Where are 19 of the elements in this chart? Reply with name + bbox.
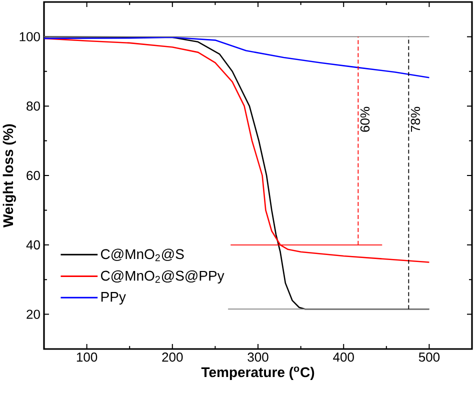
x-tick-label: 300 <box>248 352 268 362</box>
legend-label: C@MnO$_{2}$@S <box>100 248 184 262</box>
x-tick-label: 100 <box>76 352 98 362</box>
legend-label: C@MnO$_{2}$@S@PPy <box>100 270 224 284</box>
line-series <box>44 38 430 263</box>
y-tick-label: 100 <box>20 32 40 42</box>
legend-label: PPy <box>101 292 126 305</box>
x-axis-title: Temperature ($^{o}$C) <box>201 366 314 380</box>
y-tick-label: 20 <box>26 310 40 319</box>
x-tick-label: 200 <box>162 352 183 362</box>
annotation: 60% <box>360 106 370 132</box>
line-series <box>44 36 430 78</box>
y-tick-label: 60 <box>26 170 40 180</box>
y-axis-title: Weight loss (%) <box>2 124 16 228</box>
y-tick-label: 80 <box>26 101 40 111</box>
annotation: 78% <box>410 106 420 132</box>
y-tick-label: 40 <box>26 240 40 250</box>
x-tick-label: 400 <box>333 352 354 362</box>
x-tick-label: 500 <box>418 352 440 362</box>
